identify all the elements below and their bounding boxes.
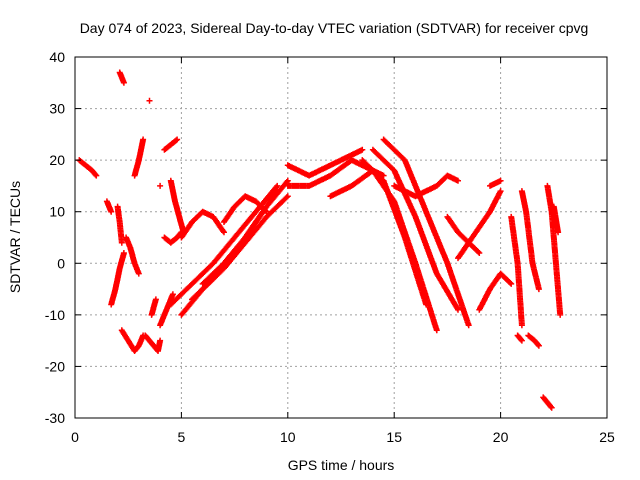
- series-arc-4: [199, 177, 291, 287]
- point-markers: [487, 177, 504, 189]
- plot-frame: [74, 56, 608, 419]
- y-tick-label: 30: [49, 101, 65, 117]
- point-markers: [161, 229, 185, 246]
- point-markers: [148, 296, 159, 318]
- point-markers: [544, 182, 564, 318]
- x-tick-label: 15: [386, 429, 402, 445]
- point-markers: [525, 332, 542, 349]
- series-early-13: [161, 136, 181, 153]
- x-tick-label: 25: [599, 429, 615, 445]
- series-early-6: [118, 327, 147, 354]
- point-markers: [142, 332, 164, 354]
- series-late-6: [508, 213, 525, 329]
- series-bump-2: [221, 193, 270, 225]
- point-markers: [108, 250, 127, 308]
- point-markers: [284, 146, 366, 179]
- point-markers: [514, 332, 525, 344]
- point-markers: [118, 327, 147, 354]
- series-late-8: [518, 188, 542, 293]
- point-markers: [199, 177, 291, 287]
- series-late-12: [550, 203, 562, 236]
- x-tick-label: 5: [178, 429, 186, 445]
- point-markers: [455, 188, 504, 262]
- x-tick-label: 10: [280, 429, 296, 445]
- series-late-9: [525, 332, 542, 349]
- point-markers: [161, 136, 181, 153]
- y-axis-label: SDTVAR / TECUs: [7, 181, 23, 293]
- series-late-7: [514, 332, 525, 344]
- point-markers: [114, 203, 125, 246]
- series-early-14: [161, 229, 185, 246]
- x-tick-label: 20: [493, 429, 509, 445]
- series-bump-1: [178, 208, 227, 241]
- point-markers: [157, 182, 164, 189]
- series-late-5: [487, 177, 504, 189]
- y-tick-label: 40: [49, 49, 65, 65]
- y-tick-label: -10: [45, 307, 65, 323]
- y-tick-label: -20: [45, 358, 65, 374]
- series-desc-3: [369, 146, 461, 313]
- y-tick-label: -30: [45, 410, 65, 426]
- point-markers: [157, 291, 176, 329]
- x-tick-labels: 0 5 10 15 20 25: [71, 429, 615, 445]
- series-early-12: [157, 182, 164, 189]
- point-markers: [146, 97, 153, 104]
- series-early-2: [103, 198, 115, 215]
- series-late-4: [476, 270, 515, 313]
- series-mid-2: [284, 157, 355, 189]
- series-early-5: [116, 69, 127, 86]
- series-early-10: [142, 332, 164, 354]
- point-markers: [131, 136, 147, 179]
- series-early-8: [131, 136, 147, 179]
- point-markers: [123, 234, 142, 277]
- x-axis-label: GPS time / hours: [288, 457, 395, 473]
- series-mid-1: [284, 146, 366, 179]
- series-early-11: [148, 296, 159, 318]
- series-late-11: [544, 182, 564, 318]
- data-points: [76, 69, 564, 411]
- series-early-3: [108, 250, 127, 308]
- axis-ticks: [74, 56, 608, 419]
- y-tick-labels: -30 -20 -10 0 10 20 30 40: [45, 49, 65, 426]
- series-late-1: [391, 172, 461, 200]
- y-tick-label: 10: [49, 204, 65, 220]
- series-early-4: [114, 203, 125, 246]
- point-markers: [359, 157, 430, 308]
- point-markers: [476, 270, 515, 313]
- series-late-10: [540, 394, 555, 411]
- point-markers: [518, 188, 542, 293]
- point-markers: [221, 193, 270, 225]
- point-markers: [167, 182, 281, 308]
- series-arc-1: [167, 182, 281, 308]
- point-markers: [540, 394, 555, 411]
- series-early-15: [167, 177, 187, 236]
- point-markers: [369, 146, 461, 313]
- series-early-16: [157, 291, 176, 329]
- series-desc-2: [359, 157, 430, 308]
- series-early-7: [123, 234, 142, 277]
- series-late-3: [455, 188, 504, 262]
- point-markers: [284, 157, 355, 189]
- point-markers: [178, 208, 227, 241]
- point-markers: [116, 69, 127, 86]
- point-markers: [550, 203, 562, 236]
- point-markers: [508, 213, 525, 329]
- y-tick-label: 0: [57, 255, 65, 271]
- series-early-9: [146, 97, 153, 104]
- chart-title: Day 074 of 2023, Sidereal Day-to-day VTE…: [80, 20, 589, 36]
- grid-lines: [75, 57, 607, 418]
- point-markers: [391, 172, 461, 200]
- point-markers: [103, 198, 115, 215]
- x-tick-label: 0: [71, 429, 79, 445]
- y-tick-label: 20: [49, 152, 65, 168]
- point-markers: [167, 177, 187, 236]
